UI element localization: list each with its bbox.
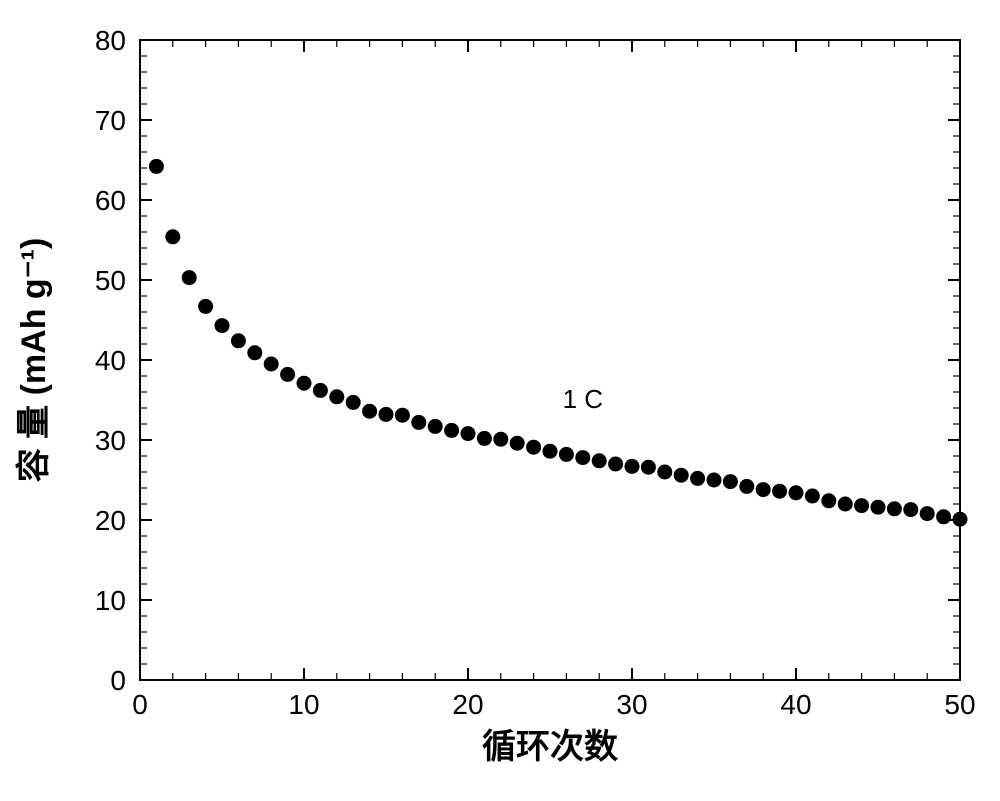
x-tick-label: 40 — [780, 689, 811, 720]
x-tick-label: 30 — [616, 689, 647, 720]
data-point — [231, 333, 246, 348]
data-point — [461, 426, 476, 441]
data-point — [444, 423, 459, 438]
x-axis-title: 循环次数 — [482, 728, 618, 766]
data-point — [821, 493, 836, 508]
data-point — [920, 506, 935, 521]
x-tick-label: 10 — [288, 689, 319, 720]
data-point — [526, 440, 541, 455]
y-tick-label: 20 — [95, 505, 126, 536]
data-point — [215, 318, 230, 333]
data-point — [297, 376, 312, 391]
data-point — [871, 500, 886, 515]
data-point — [575, 450, 590, 465]
x-tick-label: 50 — [944, 689, 975, 720]
data-point — [543, 444, 558, 459]
data-point — [625, 459, 640, 474]
data-point — [280, 367, 295, 382]
data-point — [182, 270, 197, 285]
data-point — [641, 460, 656, 475]
data-point — [789, 485, 804, 500]
data-point — [198, 299, 213, 314]
data-point — [838, 497, 853, 512]
chart-svg: 0 10 20 30 40 50 0 10 20 30 40 50 60 70 80 循环次数 容 量 (mAh… — [0, 0, 1000, 801]
y-tick-label: 0 — [110, 665, 126, 696]
capacity-vs-cycle-chart: 0 10 20 30 40 50 0 10 20 30 40 50 60 70 80 循环次数 容 量 (mAh… — [0, 0, 1000, 801]
data-point — [559, 447, 574, 462]
data-point — [493, 432, 508, 447]
data-point — [953, 512, 968, 527]
data-point — [592, 453, 607, 468]
y-tick-label: 30 — [95, 425, 126, 456]
y-tick-label: 50 — [95, 265, 126, 296]
y-tick-label: 40 — [95, 345, 126, 376]
data-point — [346, 395, 361, 410]
data-point — [379, 407, 394, 422]
data-point — [395, 408, 410, 423]
data-point — [149, 159, 164, 174]
y-axis-title: 容 量 (mAh g⁻¹) — [15, 238, 53, 483]
data-point — [362, 404, 377, 419]
data-point — [772, 484, 787, 499]
data-point — [608, 457, 623, 472]
data-point — [723, 474, 738, 489]
data-point — [510, 436, 525, 451]
data-point — [707, 473, 722, 488]
series-annotation: 1 C — [563, 384, 603, 414]
data-point — [657, 465, 672, 480]
y-tick-label: 10 — [95, 585, 126, 616]
data-point — [411, 415, 426, 430]
x-tick-label: 20 — [452, 689, 483, 720]
data-point — [264, 357, 279, 372]
data-point — [329, 389, 344, 404]
data-point — [936, 509, 951, 524]
data-point — [805, 489, 820, 504]
data-point — [739, 479, 754, 494]
data-point — [854, 498, 869, 513]
y-tick-label: 60 — [95, 185, 126, 216]
data-point — [756, 482, 771, 497]
data-point — [477, 431, 492, 446]
data-point — [690, 471, 705, 486]
x-tick-label: 0 — [132, 689, 148, 720]
data-point — [674, 468, 689, 483]
data-point — [313, 383, 328, 398]
data-point — [887, 501, 902, 516]
data-point — [247, 345, 262, 360]
data-point — [903, 502, 918, 517]
y-tick-label: 70 — [95, 105, 126, 136]
data-point — [165, 229, 180, 244]
y-tick-label: 80 — [95, 25, 126, 56]
data-point — [428, 419, 443, 434]
